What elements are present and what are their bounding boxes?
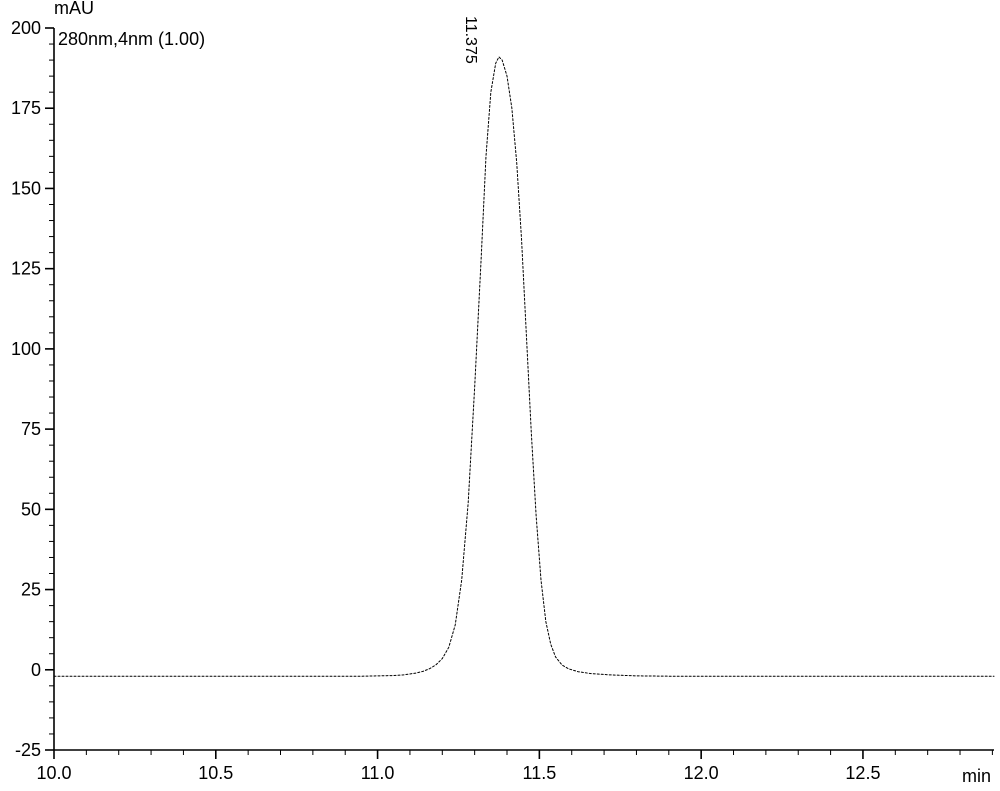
peak-retention-label: 11.375 [462, 16, 479, 64]
y-tick-label: 150 [11, 178, 41, 198]
x-tick-label: 10.0 [36, 763, 71, 783]
trace-label: 280nm,4nm (1.00) [58, 29, 205, 49]
y-tick-label: 50 [21, 499, 41, 519]
y-tick-label: 0 [31, 660, 41, 680]
y-tick-label: 100 [11, 339, 41, 359]
y-tick-label: 175 [11, 98, 41, 118]
x-tick-label: 11.5 [523, 763, 557, 783]
y-axis-unit: mAU [54, 0, 94, 18]
chromatogram-chart: -25 0 25 50 75 100 125 150 175 200 10.0 10.5 11.0 11.… [0, 0, 1000, 791]
x-tick-label: 12.5 [845, 763, 880, 783]
x-axis-unit: min [962, 766, 991, 786]
x-tick-label: 10.5 [198, 763, 233, 783]
y-tick-label: 125 [11, 259, 41, 279]
chart-svg: -25 0 25 50 75 100 125 150 175 200 10.0 10.5 11.0 11.… [0, 0, 1000, 791]
x-tick-label: 11.0 [361, 763, 395, 783]
y-tick-label: -25 [15, 740, 41, 760]
y-tick-label: 25 [21, 580, 41, 600]
x-tick-label: 12.0 [684, 763, 719, 783]
y-tick-label: 200 [11, 18, 41, 38]
y-tick-label: 75 [21, 419, 41, 439]
